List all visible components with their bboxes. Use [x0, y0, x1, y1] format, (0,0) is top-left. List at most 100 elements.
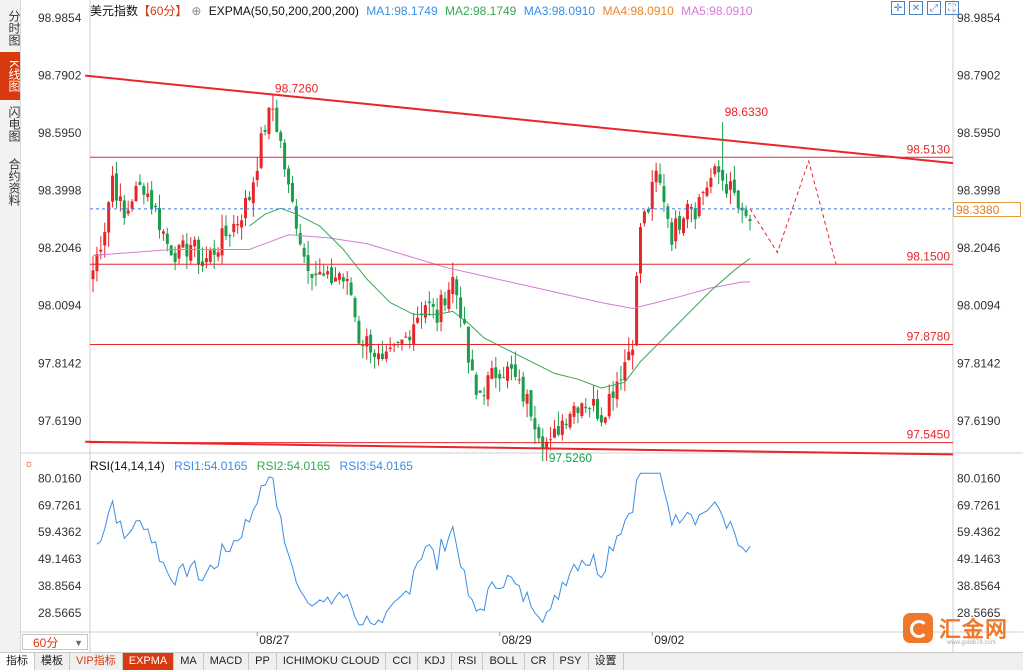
candle-body	[502, 377, 506, 379]
bottom-tab-rsi[interactable]: RSI	[452, 653, 484, 670]
candle-body	[341, 277, 345, 282]
rsi1-value: RSI1:54.0165	[174, 459, 248, 473]
bottom-tab-kdj[interactable]: KDJ	[418, 653, 453, 670]
rsi-tick-left: 38.8564	[38, 579, 82, 593]
settings-icon[interactable]: ⊕	[191, 4, 202, 18]
candle-body	[713, 166, 717, 175]
candle-body	[678, 216, 682, 230]
candle-body	[627, 351, 631, 361]
candle-body	[635, 275, 639, 346]
tab-contract-info[interactable]: 合约资料	[7, 158, 21, 206]
bottom-tab-cci[interactable]: CCI	[386, 653, 419, 670]
ma2-value: MA2:98.1749	[444, 4, 517, 18]
candle-body	[247, 196, 251, 200]
candle-body	[592, 398, 596, 406]
expand-icon[interactable]: ⤢	[927, 1, 941, 15]
candle-body	[220, 228, 224, 256]
candle-body	[478, 390, 482, 393]
candle-body	[584, 406, 588, 409]
level-label: 97.8780	[907, 329, 951, 343]
date-label: 08/27	[259, 633, 289, 647]
bottom-tab-ma[interactable]: MA	[174, 653, 204, 670]
candle-body	[255, 171, 259, 181]
candle-body	[455, 279, 459, 296]
candle-body	[525, 394, 529, 404]
price-tick-left: 97.6190	[38, 414, 82, 428]
price-tick-right: 97.6190	[957, 414, 1001, 428]
indicator-name[interactable]: EXPMA(50,50,200,200,200)	[208, 4, 359, 18]
lower-trendline	[85, 440, 954, 456]
candle-body	[599, 415, 603, 423]
candle-body	[490, 367, 494, 379]
ema-fast-line	[249, 207, 751, 389]
bottom-tab-pp[interactable]: PP	[249, 653, 277, 670]
date-label: 09/02	[654, 633, 684, 647]
bottom-tab-psy[interactable]: PSY	[554, 653, 589, 670]
candle-body	[318, 271, 322, 275]
bottom-tab-macd[interactable]: MACD	[204, 653, 250, 670]
bottom-tab-expma[interactable]: EXPMA	[122, 653, 175, 670]
fullscreen-icon[interactable]: ⛶	[945, 1, 959, 15]
period-selector[interactable]: 60分 ▼	[22, 634, 88, 650]
candle-body	[91, 270, 95, 280]
symbol-name: 美元指数	[90, 4, 139, 18]
candle-body	[603, 417, 607, 423]
ema-slow-line	[92, 234, 750, 310]
bottom-tab--[interactable]: 指标	[0, 653, 35, 670]
tab-kline[interactable]: K线图	[0, 52, 21, 100]
candle-body	[298, 233, 302, 245]
rsi-tick-right: 69.7261	[957, 498, 1001, 512]
period-label: 【60分】	[138, 4, 188, 18]
candle-body	[463, 319, 467, 324]
candle-body	[353, 298, 357, 318]
candle-body	[721, 169, 725, 181]
candle-body	[744, 209, 748, 216]
bottom-tab-ichimoku-cloud[interactable]: ICHIMOKU CLOUD	[277, 653, 387, 670]
candle-body	[498, 373, 502, 379]
tab-flash[interactable]: 闪电图	[7, 106, 21, 142]
candle-body	[349, 282, 353, 295]
candle-body	[443, 298, 447, 306]
candle-body	[506, 366, 510, 381]
candle-body	[376, 353, 380, 360]
crosshair-icon[interactable]: ✛	[891, 1, 905, 15]
current-price-label: 98.3380	[953, 202, 1021, 217]
rsi-indicator-name[interactable]: RSI(14,14,14)	[90, 459, 165, 473]
candle-body	[134, 185, 138, 202]
low-annotation: 97.5260	[549, 451, 593, 465]
candle-body	[232, 223, 236, 233]
bottom-tab-vip-[interactable]: VIP指标	[70, 653, 123, 670]
logo-text: 汇金网	[939, 617, 1009, 642]
rsi-tick-right: 49.1463	[957, 552, 1001, 566]
rsi3-value: RSI3:54.0165	[339, 459, 413, 473]
candle-body	[607, 394, 611, 417]
zoom-out-icon[interactable]: ✕	[909, 1, 923, 15]
side-tabs: 分时图 K线图 闪电图 合约资料	[0, 0, 21, 669]
rsi-tick-left: 28.5665	[38, 606, 82, 620]
candle-body	[126, 210, 130, 214]
candle-body	[674, 218, 678, 242]
candle-body	[431, 303, 435, 307]
candle-body	[595, 398, 599, 419]
chart-header: 美元指数【60分】 ⊕ EXPMA(50,50,200,200,200) MA1:…	[90, 2, 757, 19]
price-tick-left: 98.3998	[38, 184, 82, 198]
high2-annotation: 98.6330	[725, 105, 769, 119]
candle-body	[494, 367, 498, 378]
bottom-tab--[interactable]: 模板	[35, 653, 70, 670]
candle-body	[224, 225, 228, 237]
candle-body	[185, 243, 189, 257]
candle-body	[521, 376, 525, 402]
site-logo: 汇金网 www.gold678.com	[903, 612, 1009, 646]
candle-body	[416, 317, 420, 323]
candle-body	[302, 247, 306, 257]
bottom-tab-boll[interactable]: BOLL	[483, 653, 525, 670]
bottom-tab--[interactable]: 设置	[589, 653, 624, 670]
candle-body	[369, 334, 373, 353]
candle-body	[740, 207, 744, 211]
candle-body	[240, 220, 244, 228]
candle-body	[267, 107, 271, 135]
tab-timeshare[interactable]: 分时图	[7, 10, 21, 46]
candle-body	[384, 351, 388, 360]
bottom-tab-cr[interactable]: CR	[525, 653, 554, 670]
